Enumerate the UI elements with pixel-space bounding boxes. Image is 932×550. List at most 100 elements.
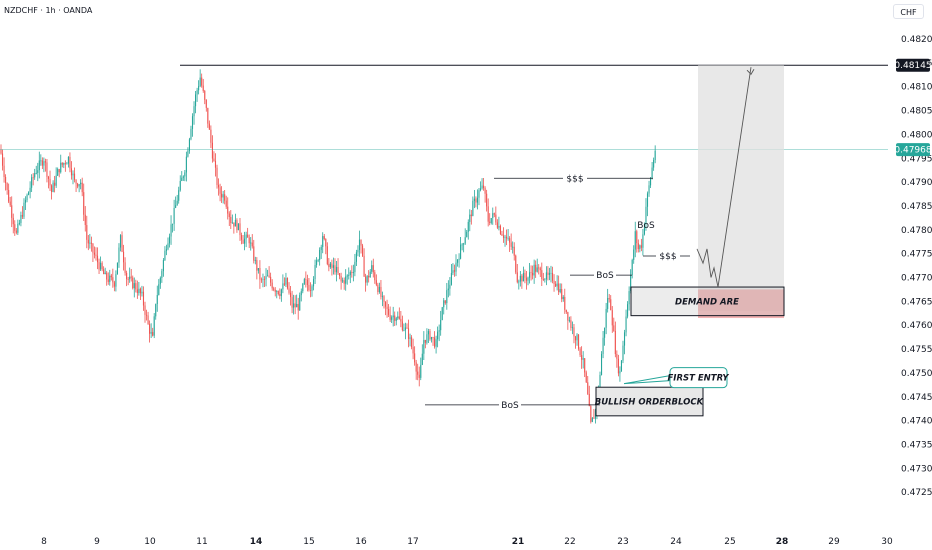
- candle-body: [645, 206, 647, 225]
- candle-body: [483, 185, 485, 189]
- candle-body: [625, 316, 627, 333]
- candle-body: [651, 167, 653, 179]
- bos-upper-label: BoS: [637, 221, 655, 231]
- candle: [319, 247, 321, 266]
- candle: [61, 162, 63, 168]
- candle-body: [21, 215, 23, 217]
- candle: [109, 269, 111, 286]
- candle-body: [247, 234, 249, 238]
- candle-body: [562, 296, 564, 300]
- stop-zone: [698, 289, 784, 319]
- candle-body: [83, 192, 85, 215]
- candle: [225, 195, 227, 209]
- candle-body: [493, 213, 495, 215]
- candle-body: [46, 162, 48, 177]
- candle-body: [587, 382, 589, 394]
- candle-body: [594, 410, 596, 419]
- candle-body: [132, 277, 134, 289]
- candle-body: [472, 200, 474, 217]
- candle: [198, 80, 200, 95]
- candle-body: [188, 139, 190, 151]
- candle-body: [195, 94, 197, 107]
- candle: [594, 408, 596, 424]
- candle-body: [541, 270, 543, 279]
- candle-body: [496, 222, 498, 228]
- candle: [371, 260, 373, 274]
- candle-body: [548, 273, 551, 275]
- candle: [185, 151, 187, 182]
- candle: [441, 306, 443, 321]
- candle-body: [418, 374, 420, 378]
- candle: [492, 207, 494, 225]
- candle-body: [173, 207, 175, 224]
- candle: [285, 272, 287, 288]
- candle-body: [424, 339, 426, 343]
- candle-body: [319, 249, 321, 260]
- candle: [101, 261, 103, 272]
- candle: [271, 279, 273, 291]
- candle: [648, 180, 650, 197]
- candle: [87, 235, 89, 251]
- candle: [343, 277, 345, 290]
- candle: [608, 294, 610, 303]
- candle: [26, 193, 28, 203]
- candle-body: [634, 231, 636, 250]
- candle: [449, 277, 451, 296]
- candle-body: [371, 265, 373, 272]
- currency-button[interactable]: CHF: [893, 4, 924, 19]
- candle: [211, 135, 213, 163]
- candle-body: [216, 167, 218, 185]
- candle: [625, 309, 627, 337]
- candle-body: [484, 188, 486, 194]
- candle: [80, 179, 82, 190]
- candle: [386, 299, 388, 318]
- candle-body: [28, 192, 30, 195]
- candle: [493, 212, 495, 218]
- candle: [464, 228, 466, 245]
- candle: [360, 239, 362, 254]
- candle: [522, 266, 524, 282]
- candle-body: [400, 318, 402, 322]
- candle: [312, 276, 315, 291]
- candle: [478, 188, 480, 206]
- candle-body: [588, 393, 590, 407]
- candle-body: [1, 153, 4, 166]
- candle-body: [600, 353, 603, 375]
- candle: [470, 210, 472, 225]
- candle-body: [573, 327, 575, 337]
- candle-body: [544, 279, 546, 281]
- candle: [481, 178, 483, 190]
- first-entry-label: FIRST ENTRY: [667, 374, 729, 384]
- candle: [391, 315, 393, 324]
- candle: [340, 272, 342, 290]
- candle-body: [558, 283, 560, 293]
- candle: [404, 322, 406, 340]
- time-tick: 25: [724, 537, 735, 547]
- candle-body: [528, 272, 531, 278]
- candle-body: [164, 250, 166, 261]
- bos-mid-bg: [594, 269, 616, 282]
- candle-body: [512, 246, 514, 248]
- candle: [427, 328, 429, 343]
- candle-body: [18, 222, 20, 224]
- candle-body: [443, 300, 445, 308]
- candle: [268, 266, 270, 278]
- candle: [372, 258, 374, 278]
- candle-body: [620, 360, 623, 372]
- candle: [78, 183, 80, 193]
- candle: [417, 363, 419, 381]
- candle-body: [383, 296, 385, 302]
- candle: [637, 239, 639, 253]
- candle: [17, 219, 19, 235]
- candle: [46, 159, 48, 183]
- candle-body: [47, 176, 50, 179]
- time-tick: 14: [250, 537, 263, 547]
- candle-body: [60, 162, 62, 173]
- candle: [545, 266, 547, 286]
- price-axis: 0.482000.481500.481000.480500.480000.479…: [894, 35, 932, 498]
- candle: [326, 242, 328, 266]
- candle: [63, 162, 65, 169]
